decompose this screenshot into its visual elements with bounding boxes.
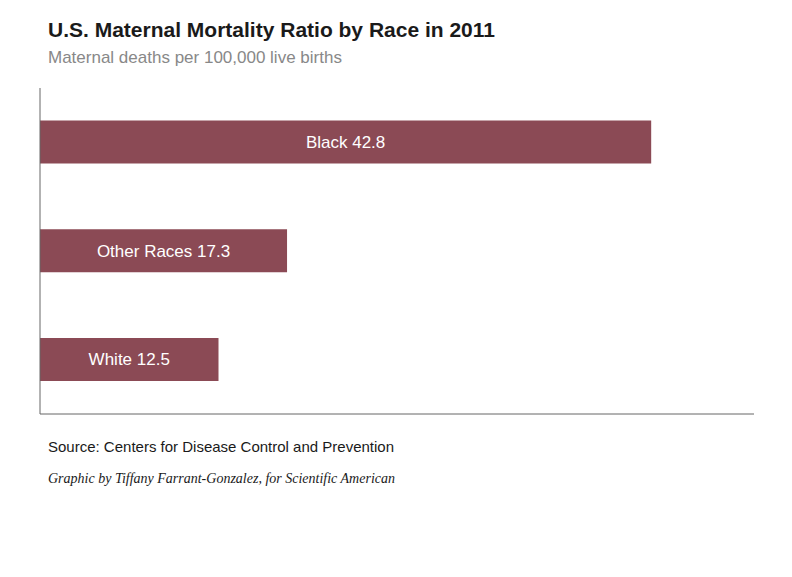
svg-text:White 12.5: White 12.5: [89, 350, 170, 369]
svg-text:Other Races 17.3: Other Races 17.3: [97, 242, 230, 261]
html-text:Source: Centers for Disease Co: Source: Centers for Disease Control and …: [48, 438, 394, 455]
svg-text:Black 42.8: Black 42.8: [306, 133, 385, 152]
html-text:U.S. Maternal Mortality Ratio: U.S. Maternal Mortality Ratio by Race in…: [48, 18, 495, 41]
html-text:Maternal deaths per 100,000 li: Maternal deaths per 100,000 live births: [48, 48, 342, 67]
html-text:Graphic by Tiffany Farrant-Gon: Graphic by Tiffany Farrant-Gonzalez, for…: [48, 471, 395, 486]
